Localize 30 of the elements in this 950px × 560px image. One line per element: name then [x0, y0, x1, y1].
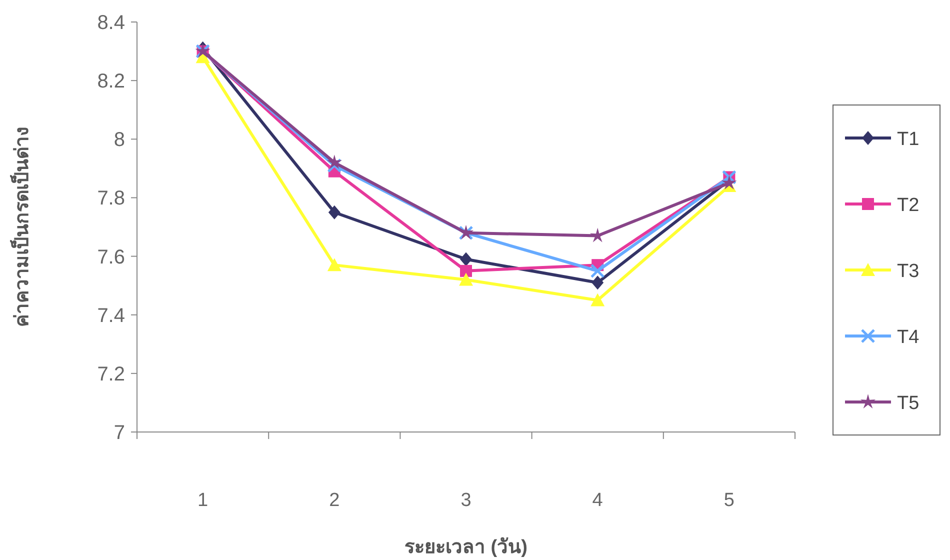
point [590, 264, 605, 278]
y-tick-label: 7.8 [97, 188, 125, 210]
y-axis-title: ค่าความเป็นกรดเป็นด่าง [9, 127, 33, 327]
point [326, 154, 342, 170]
legend-label: T2 [897, 195, 920, 216]
point [592, 276, 604, 290]
point [328, 205, 340, 220]
point [459, 272, 473, 286]
legend-label: T5 [897, 393, 920, 414]
x-tick-label: 2 [329, 490, 340, 511]
y-tick-label: 7 [114, 422, 125, 444]
x-tick-label: 4 [592, 490, 604, 511]
point [327, 258, 342, 272]
y-tick-label: 8 [114, 129, 125, 152]
point [460, 264, 472, 277]
legend-label: T1 [897, 129, 920, 150]
y-tick-label: 7.6 [97, 246, 125, 268]
x-tick-label: 5 [724, 490, 734, 511]
point [722, 175, 737, 190]
x-tick-label: 1 [198, 490, 208, 511]
y-tick-label: 7.4 [97, 304, 125, 327]
y-tick-label: 8.2 [97, 70, 125, 93]
point [460, 252, 472, 266]
legend-label: T4 [897, 327, 920, 348]
point [590, 293, 605, 306]
x-axis-title: ระยะเวลา (วัน) [404, 537, 528, 558]
y-tick-label: 7.2 [97, 363, 125, 386]
y-tick-label: 8.4 [97, 12, 125, 34]
x-tick-label: 3 [460, 490, 472, 511]
legend-label: T3 [897, 261, 920, 282]
